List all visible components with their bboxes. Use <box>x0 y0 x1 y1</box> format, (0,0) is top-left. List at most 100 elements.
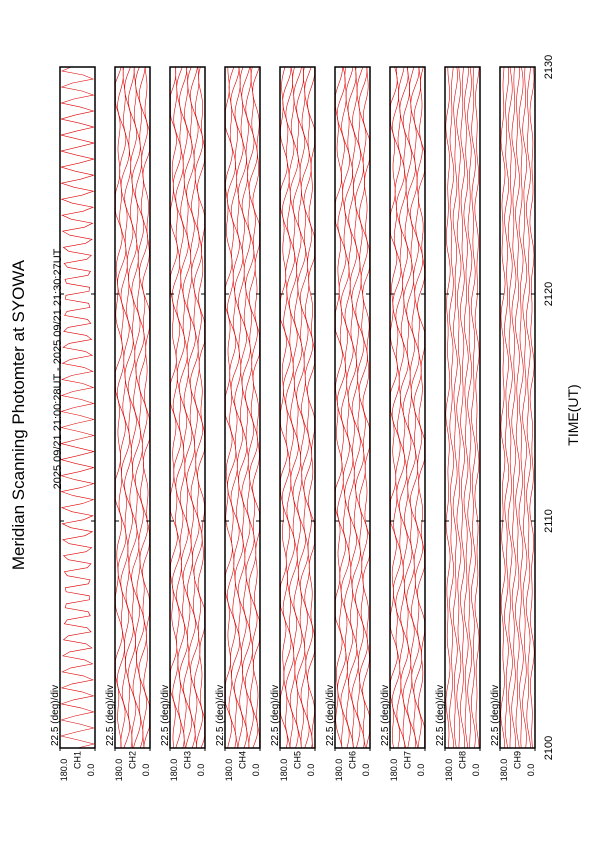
channel-label: CH3 <box>183 751 193 769</box>
trace <box>463 66 469 749</box>
trace <box>500 66 506 749</box>
panel-frame <box>499 66 536 749</box>
trace <box>234 66 244 749</box>
trace <box>340 66 351 749</box>
trace <box>115 66 123 749</box>
y-tick-label: 0.0 <box>526 764 536 777</box>
y-tick-label: 180.0 <box>389 759 399 782</box>
trace <box>399 66 409 749</box>
panel-frame <box>224 66 261 749</box>
y-tick-label: 0.0 <box>141 764 151 777</box>
y-tick-label: 0.0 <box>361 764 371 777</box>
trace <box>280 66 288 749</box>
scale-label: 22.5 (deg)/div <box>160 685 171 746</box>
y-tick-label: 180.0 <box>334 759 344 782</box>
y-tick-label: 180.0 <box>224 759 234 782</box>
x-tick-label: 2100 <box>543 736 555 760</box>
trace <box>252 66 260 748</box>
trace <box>116 66 127 749</box>
trace <box>131 67 141 749</box>
scale-label: 22.5 (deg)/div <box>380 685 391 746</box>
panel-frame <box>59 66 96 749</box>
trace <box>142 66 150 749</box>
trace <box>189 66 200 749</box>
trace <box>289 66 299 749</box>
panel-frame <box>444 66 481 749</box>
trace <box>170 66 178 749</box>
time-range: 2025 09/21 21:00:28UT - 2025 09/21 21:30… <box>52 248 64 489</box>
trace <box>347 66 358 749</box>
scale-label: 22.5 (deg)/div <box>50 685 61 746</box>
trace <box>226 66 237 749</box>
trace <box>303 66 314 749</box>
x-tick-label: 2120 <box>543 282 555 306</box>
x-tick-label: 2110 <box>543 509 555 533</box>
channel-label: CH4 <box>238 751 248 769</box>
trace <box>186 66 196 749</box>
trace <box>60 66 95 749</box>
trace <box>504 66 510 749</box>
trace <box>193 66 204 749</box>
trace <box>197 66 205 749</box>
scale-label: 22.5 (deg)/div <box>325 685 336 746</box>
trace <box>336 66 347 749</box>
scale-label: 22.5 (deg)/div <box>490 685 501 746</box>
trace <box>296 66 306 749</box>
channel-label: CH7 <box>403 751 413 769</box>
y-tick-label: 0.0 <box>251 764 261 777</box>
trace <box>452 66 458 749</box>
scale-label: 22.5 (deg)/div <box>105 685 116 746</box>
panel-frame <box>279 66 316 749</box>
trace <box>406 66 416 749</box>
trace <box>355 66 365 749</box>
trace <box>511 66 517 749</box>
trace <box>518 66 524 749</box>
trace <box>474 66 480 749</box>
trace <box>391 66 402 749</box>
trace <box>413 66 424 749</box>
trace <box>402 66 413 749</box>
trace <box>525 66 531 749</box>
trace <box>456 66 462 749</box>
x-axis-label: TIME(UT) <box>565 384 581 445</box>
trace <box>395 66 406 749</box>
trace <box>307 67 315 749</box>
trace <box>175 66 186 749</box>
trace <box>299 66 310 749</box>
trace <box>514 66 521 749</box>
trace <box>459 66 466 749</box>
trace <box>449 66 455 749</box>
trace <box>171 66 182 749</box>
trace <box>507 66 513 748</box>
panel-frame <box>169 66 206 749</box>
panel-frame <box>114 66 151 749</box>
y-tick-label: 180.0 <box>59 759 69 782</box>
trace <box>470 66 476 749</box>
channel-label: CH1 <box>73 751 83 769</box>
trace <box>225 66 233 749</box>
trace <box>362 66 370 749</box>
y-tick-label: 180.0 <box>279 759 289 782</box>
channel-label: CH2 <box>128 751 138 769</box>
y-tick-label: 180.0 <box>169 759 179 782</box>
y-tick-label: 0.0 <box>306 764 316 777</box>
trace <box>292 66 303 749</box>
trace <box>445 66 451 749</box>
trace <box>124 66 134 749</box>
y-tick-label: 0.0 <box>196 764 206 777</box>
y-tick-label: 180.0 <box>114 759 124 782</box>
x-tick-label: 2130 <box>543 55 555 79</box>
trace <box>241 66 251 749</box>
channel-label: CH5 <box>293 751 303 769</box>
panel-frame <box>334 66 371 749</box>
trace <box>248 66 259 749</box>
trace <box>522 66 528 749</box>
trace <box>244 66 255 748</box>
y-tick-label: 0.0 <box>416 764 426 777</box>
trace <box>120 66 131 749</box>
y-tick-label: 180.0 <box>499 759 509 782</box>
channel-label: CH8 <box>458 751 468 769</box>
chart-title: Meridian Scanning Photomter at SYOWA <box>9 259 28 570</box>
trace <box>285 66 296 748</box>
